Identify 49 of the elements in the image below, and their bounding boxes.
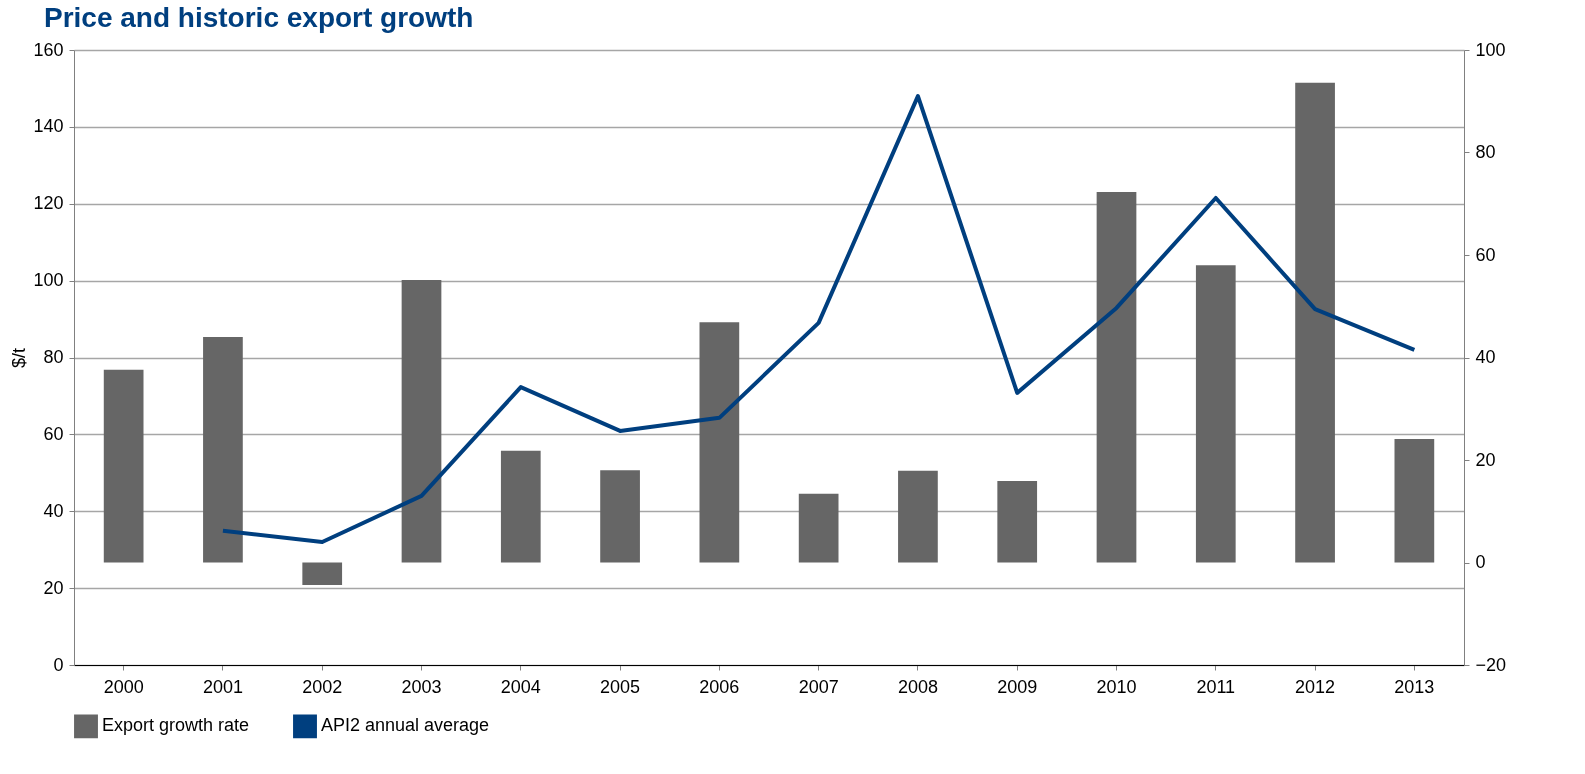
bar	[600, 470, 640, 563]
bar	[1394, 438, 1435, 563]
y2-tick-label: 0	[1475, 552, 1486, 572]
x-tick-label: 2012	[1295, 676, 1336, 697]
y-tick-label: 80	[43, 347, 64, 367]
legend-label: API2 annual average	[321, 715, 490, 736]
y-tick-label: 120	[33, 193, 64, 214]
bar	[401, 280, 442, 563]
y2-tick-label: 100	[1475, 39, 1506, 60]
x-tick-label: 2007	[798, 676, 839, 697]
y-tick-label: 20	[43, 577, 64, 598]
y-tick-label: 100	[33, 270, 64, 291]
x-tick-label: 2006	[699, 676, 740, 697]
y-tick-label: 140	[33, 116, 64, 137]
y2-tick-label: 80	[1475, 142, 1496, 162]
y-tick-label: 0	[53, 654, 64, 675]
y-tick-label: 40	[43, 500, 64, 521]
x-tick-label: 2011	[1196, 676, 1236, 697]
line-series	[220, 94, 1417, 544]
chart-title: Price and historic export growth	[44, 2, 474, 33]
x-tick-label: 2000	[103, 676, 144, 697]
bar	[302, 562, 343, 586]
x-tick-label: 2003	[401, 676, 442, 697]
bar	[203, 337, 243, 563]
bar	[898, 470, 938, 563]
legend-label: Export growth rate	[102, 715, 250, 736]
x-tick-label: 2001	[202, 676, 243, 697]
y2-tick-label: −20	[1475, 654, 1507, 675]
bar	[500, 450, 541, 563]
x-tick-label: 2002	[302, 676, 343, 697]
y2-tick-label: 40	[1475, 347, 1496, 367]
bar	[1295, 82, 1335, 563]
y-axis-title: $/t	[9, 347, 30, 369]
bar	[798, 493, 839, 563]
x-tick-label: 2010	[1096, 676, 1137, 697]
bar	[1195, 265, 1236, 563]
x-tick-label: 2009	[997, 676, 1038, 697]
x-tick-label: 2013	[1394, 676, 1435, 697]
x-tick-label: 2008	[897, 676, 938, 697]
y2-tick-label: 20	[1475, 449, 1496, 470]
bar	[1096, 191, 1137, 563]
y2-tick-label: 60	[1475, 244, 1496, 265]
x-tick-label: 2005	[600, 676, 641, 697]
y-tick-label: 60	[43, 423, 64, 444]
bar	[699, 322, 740, 563]
x-tick-label: 2004	[500, 676, 541, 697]
bar	[103, 369, 144, 563]
y-tick-label: 160	[33, 39, 64, 60]
bar	[997, 481, 1038, 563]
